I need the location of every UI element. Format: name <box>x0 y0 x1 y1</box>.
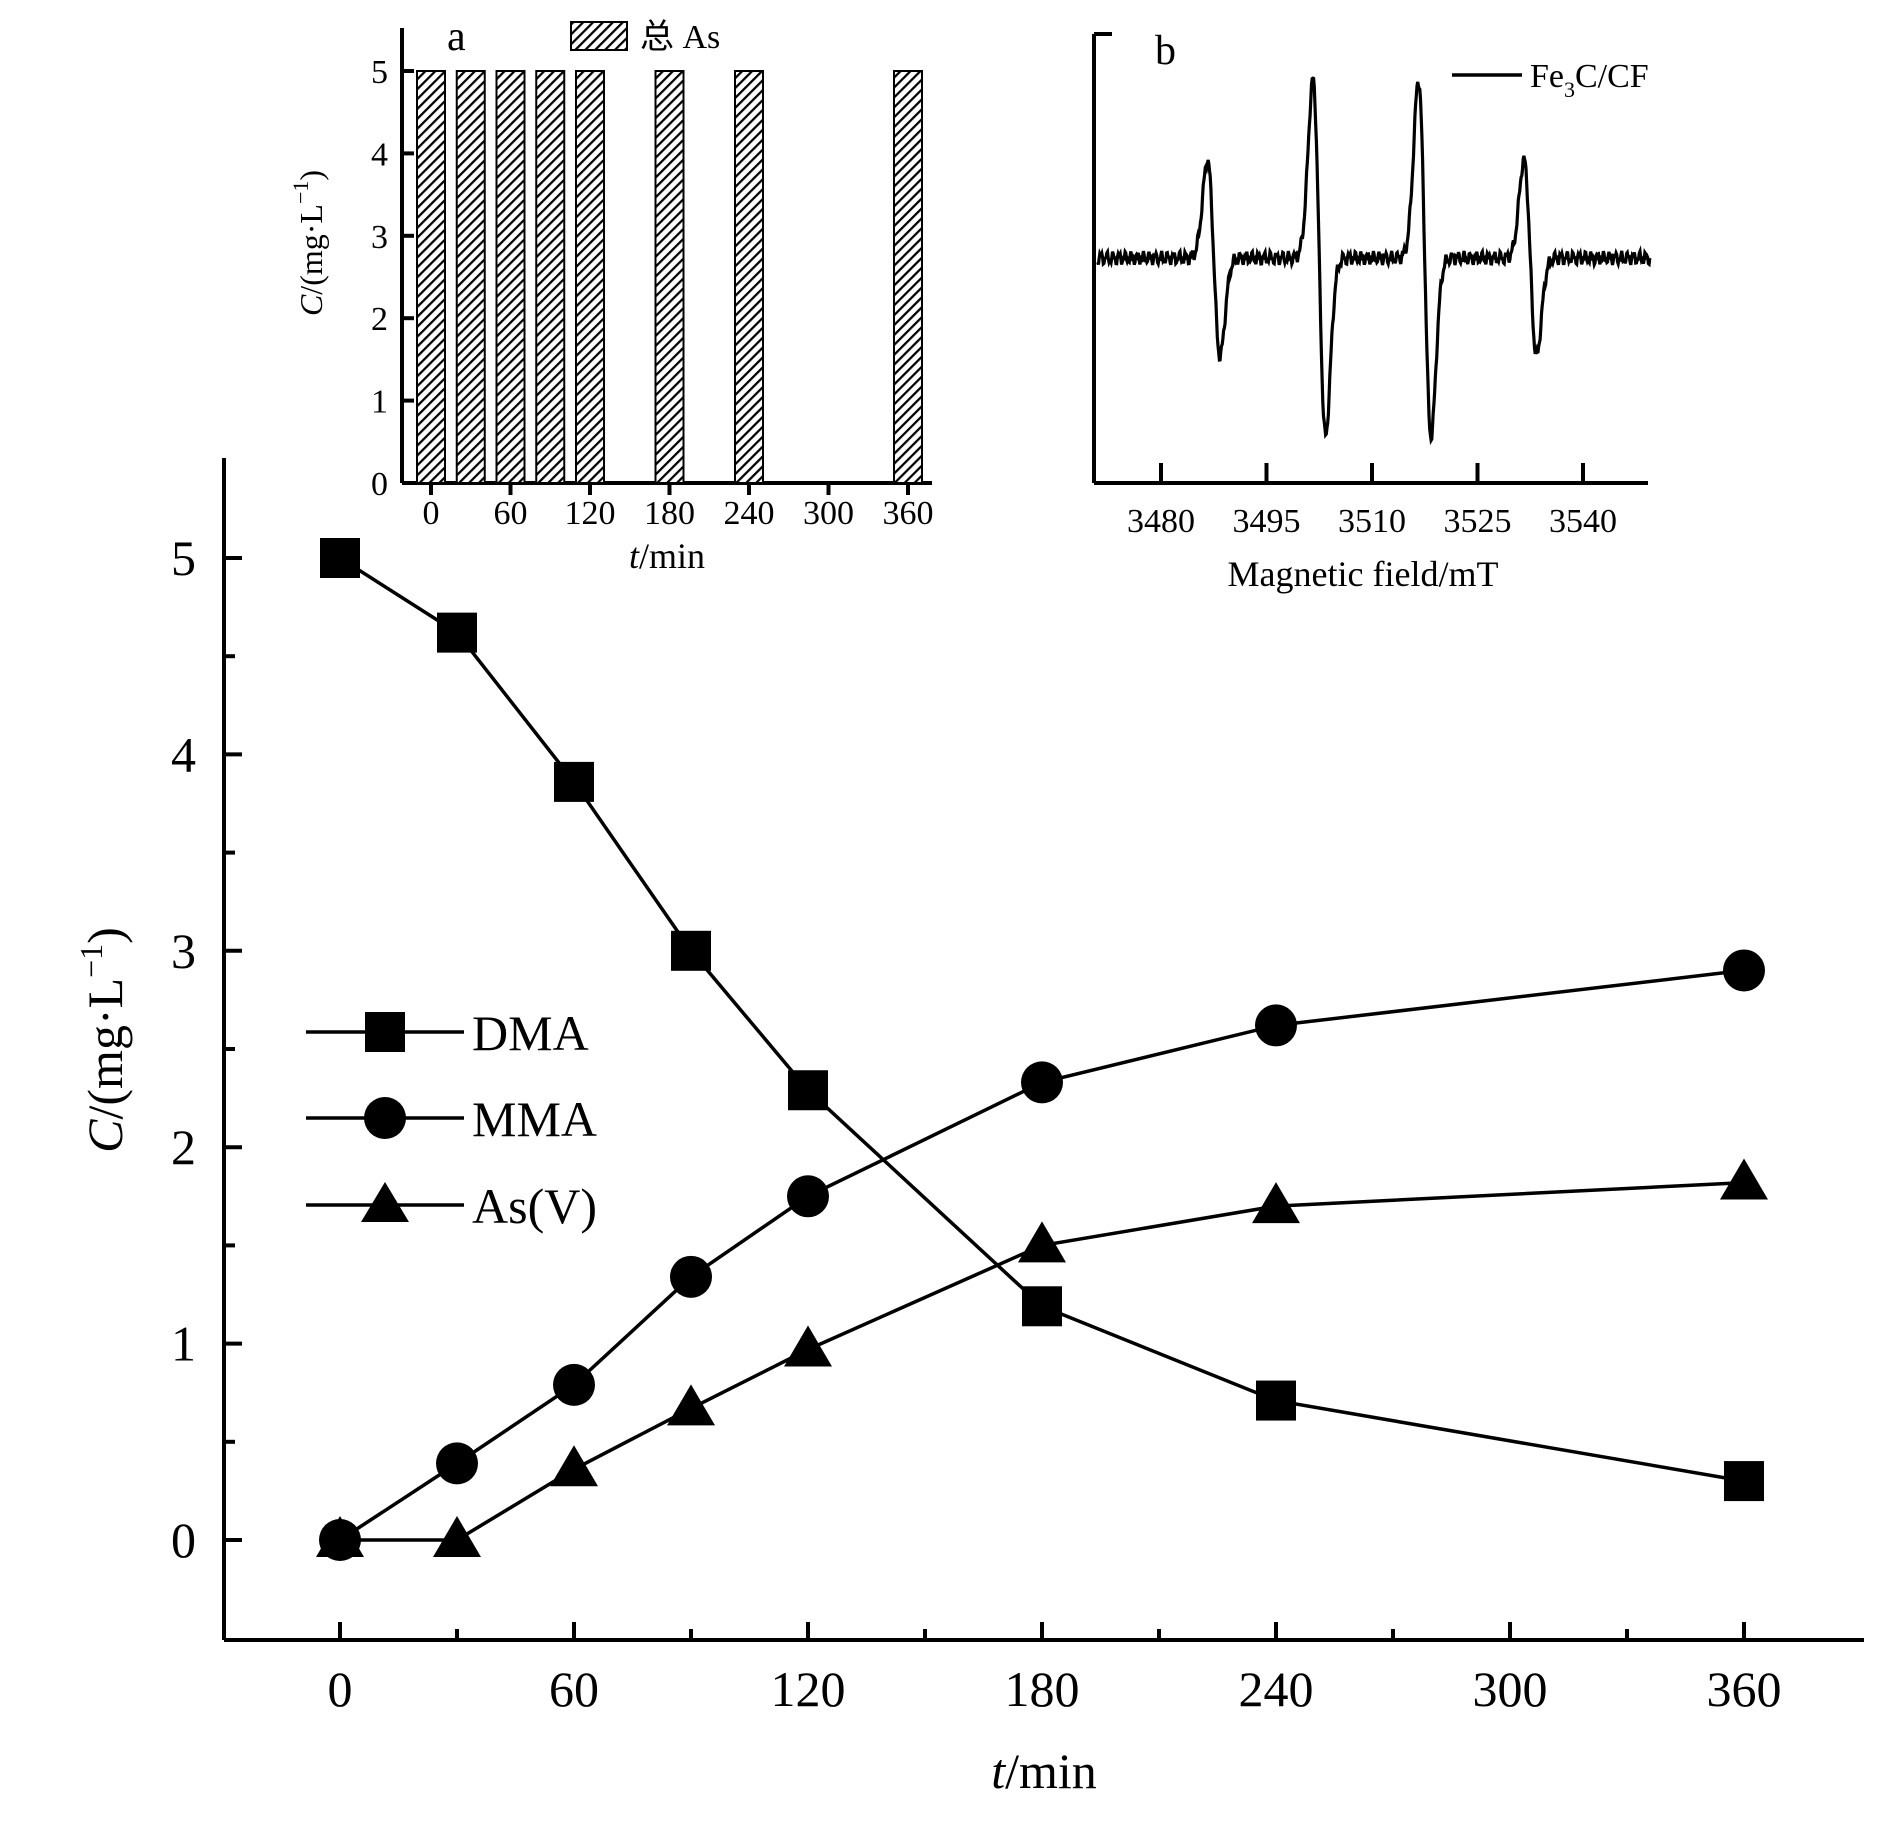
inset-a-x-axis-label: t/min <box>629 536 705 576</box>
y-tick-label-2: 2 <box>171 1119 196 1175</box>
inset-a-bars <box>416 70 923 484</box>
main-x-axis-label: t/min <box>991 1743 1097 1799</box>
series-line-asv <box>340 1180 1745 1542</box>
x-tick-label-300: 300 <box>1473 1661 1548 1717</box>
inset-b-x-tick-label-3540: 3540 <box>1549 503 1617 540</box>
point-asv-0 <box>316 1516 364 1557</box>
inset-b-x-tick-label-3525: 3525 <box>1444 503 1512 540</box>
inset-a-x-tick-label-300: 300 <box>803 495 854 532</box>
legend-square-marker <box>365 1012 405 1052</box>
inset-a-chart: 0 1 2 3 4 5 0 60 120 180 240 300 360 a 总 As t/min C/… <box>288 14 934 576</box>
point-asv-120 <box>784 1325 832 1367</box>
point-mma-60 <box>553 1363 595 1406</box>
point-asv-240 <box>1252 1182 1300 1224</box>
series-line-dma <box>339 556 1745 1483</box>
main-ticks <box>224 556 1746 1640</box>
inset-a-y-axis-label: C/(mg·L−1) <box>288 170 329 316</box>
inset-b-ticks <box>1159 463 1585 483</box>
bar-total-as-360 <box>893 70 923 484</box>
inset-a-y-tick-label-1: 1 <box>371 384 388 421</box>
legend-triangle-marker <box>361 1182 409 1222</box>
epr-spectrum-line <box>1096 76 1652 446</box>
point-mma-120 <box>787 1175 829 1218</box>
inset-a-y-tick-label-3: 3 <box>371 219 388 256</box>
inset-b-tick-labels: 3480 3495 3510 3525 3540 <box>1127 503 1617 540</box>
legend-circle-marker <box>364 1097 406 1139</box>
point-dma-30 <box>437 612 477 653</box>
y-tick-label-4: 4 <box>171 726 196 782</box>
x-tick-label-360: 360 <box>1707 1661 1782 1717</box>
main-chart: 0 1 2 3 4 5 0 60 120 180 240 300 360 t/min C/(mg·L−1… <box>73 458 1864 1799</box>
point-dma-360 <box>1724 1461 1764 1502</box>
point-mma-90 <box>670 1255 712 1298</box>
legend-label-asv: As(V) <box>472 1178 597 1234</box>
point-asv-360 <box>1720 1158 1768 1200</box>
x-tick-label-0: 0 <box>328 1661 353 1717</box>
x-tick-label-60: 60 <box>549 1661 599 1717</box>
point-mma-30 <box>436 1442 478 1485</box>
point-mma-360 <box>1723 949 1765 992</box>
legend-label-dma: DMA <box>472 1005 589 1061</box>
x-tick-label-120: 120 <box>771 1661 846 1717</box>
inset-a-x-tick-label-360: 360 <box>883 495 934 532</box>
inset-a-x-tick-label-180: 180 <box>644 495 695 532</box>
inset-a-legend-swatch <box>570 21 628 51</box>
main-series <box>316 538 1768 1561</box>
point-dma-0 <box>320 538 360 578</box>
bar-total-as-60 <box>495 70 526 484</box>
inset-b-x-tick-label-3495: 3495 <box>1233 503 1301 540</box>
inset-a-legend-label: 总 As <box>640 18 720 56</box>
point-dma-180 <box>1022 1286 1062 1327</box>
inset-a-y-tick-label-0: 0 <box>371 466 388 503</box>
inset-a-x-tick-label-240: 240 <box>724 495 775 532</box>
y-tick-label-0: 0 <box>171 1512 196 1568</box>
y-tick-label-1: 1 <box>171 1316 196 1372</box>
y-tick-label-3: 3 <box>171 923 196 979</box>
inset-b-legend-label: Fe3C/CF <box>1530 58 1649 102</box>
inset-a-panel-label: a <box>447 14 466 60</box>
inset-a-y-tick-label-2: 2 <box>371 301 388 338</box>
point-dma-240 <box>1256 1380 1296 1421</box>
bar-total-as-120 <box>575 70 605 484</box>
inset-a-ticks <box>402 69 910 495</box>
legend-label-mma: MMA <box>472 1091 597 1147</box>
bar-total-as-240 <box>734 70 764 484</box>
main-tick-labels: 0 1 2 3 4 5 0 60 120 180 240 300 360 <box>171 530 1782 1717</box>
inset-a-x-tick-label-60: 60 <box>494 495 528 532</box>
x-tick-label-180: 180 <box>1005 1661 1080 1717</box>
inset-b-chart: 3480 3495 3510 3525 3540 b Fe3C/CF Magnetic … <box>1092 28 1652 594</box>
inset-b-x-axis-label: Magnetic field/mT <box>1228 554 1499 594</box>
inset-b-panel-label: b <box>1155 28 1176 74</box>
main-legend: DMA MMA As(V) <box>306 1005 597 1234</box>
inset-a-x-tick-label-120: 120 <box>565 495 616 532</box>
point-asv-180 <box>1018 1221 1066 1263</box>
point-mma-240 <box>1255 1004 1297 1047</box>
inset-a-tick-labels: 0 1 2 3 4 5 0 60 120 180 240 300 360 <box>371 54 934 532</box>
point-dma-90 <box>671 930 711 971</box>
inset-b-x-tick-label-3480: 3480 <box>1127 503 1195 540</box>
point-mma-180 <box>1021 1061 1063 1104</box>
inset-a-y-tick-label-4: 4 <box>371 136 388 173</box>
bar-total-as-90 <box>535 70 566 484</box>
y-tick-label-5: 5 <box>171 530 196 586</box>
bar-total-as-30 <box>455 70 486 484</box>
inset-a-y-tick-label-5: 5 <box>371 54 388 91</box>
inset-b-x-tick-label-3510: 3510 <box>1338 503 1406 540</box>
series-line-mma <box>339 968 1745 1542</box>
bar-total-as-180 <box>654 70 685 484</box>
point-dma-120 <box>788 1070 828 1111</box>
point-asv-90 <box>667 1384 715 1426</box>
point-asv-60 <box>550 1445 598 1487</box>
bar-total-as-0 <box>416 70 446 484</box>
main-y-axis-label: C/(mg·L−1) <box>73 927 133 1153</box>
inset-a-x-tick-label-0: 0 <box>423 495 440 532</box>
point-dma-60 <box>554 761 594 802</box>
point-asv-30 <box>433 1516 481 1557</box>
x-tick-label-240: 240 <box>1239 1661 1314 1717</box>
